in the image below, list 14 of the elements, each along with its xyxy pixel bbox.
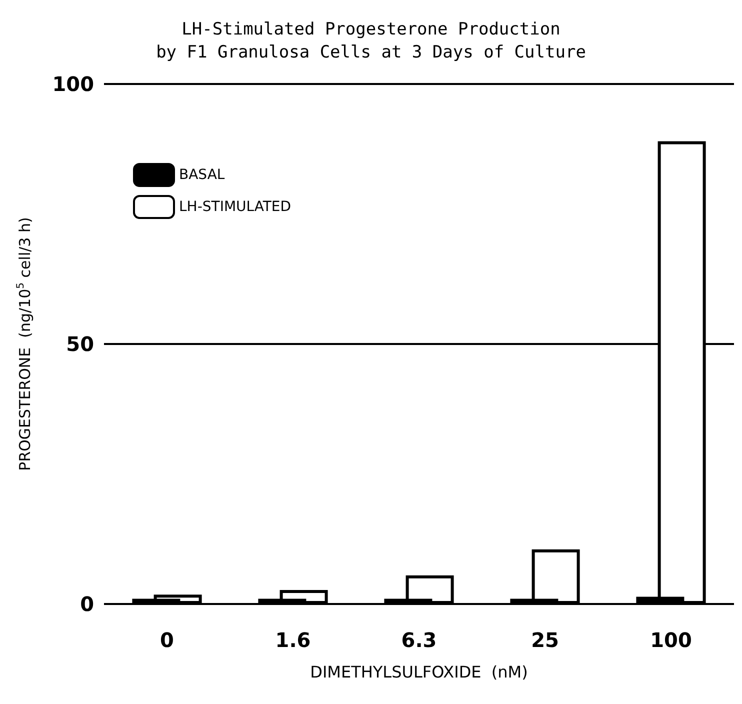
- y-tick-label: 100: [52, 72, 94, 96]
- legend-label: LH-STIMULATED: [179, 199, 292, 215]
- x-tick-label: 6.3: [401, 628, 437, 652]
- x-axis-title: DIMETHYLSULFOXIDE (nM): [310, 662, 528, 682]
- x-tick-label: 100: [650, 628, 692, 652]
- x-tick-label: 1.6: [275, 628, 311, 652]
- y-axis-title: PROGESTERONE (ng/105 cell/3 h): [16, 217, 34, 471]
- y-tick-label: 0: [80, 592, 94, 616]
- x-tick-label: 25: [531, 628, 559, 652]
- chart-subtitle: by F1 Granulosa Cells at 3 Days of Culture: [156, 42, 586, 62]
- y-tick-label: 50: [66, 332, 94, 356]
- legend-label: BASAL: [179, 167, 225, 183]
- x-tick-label: 0: [160, 628, 174, 652]
- chart-title: LH-Stimulated Progesterone Production: [182, 20, 560, 40]
